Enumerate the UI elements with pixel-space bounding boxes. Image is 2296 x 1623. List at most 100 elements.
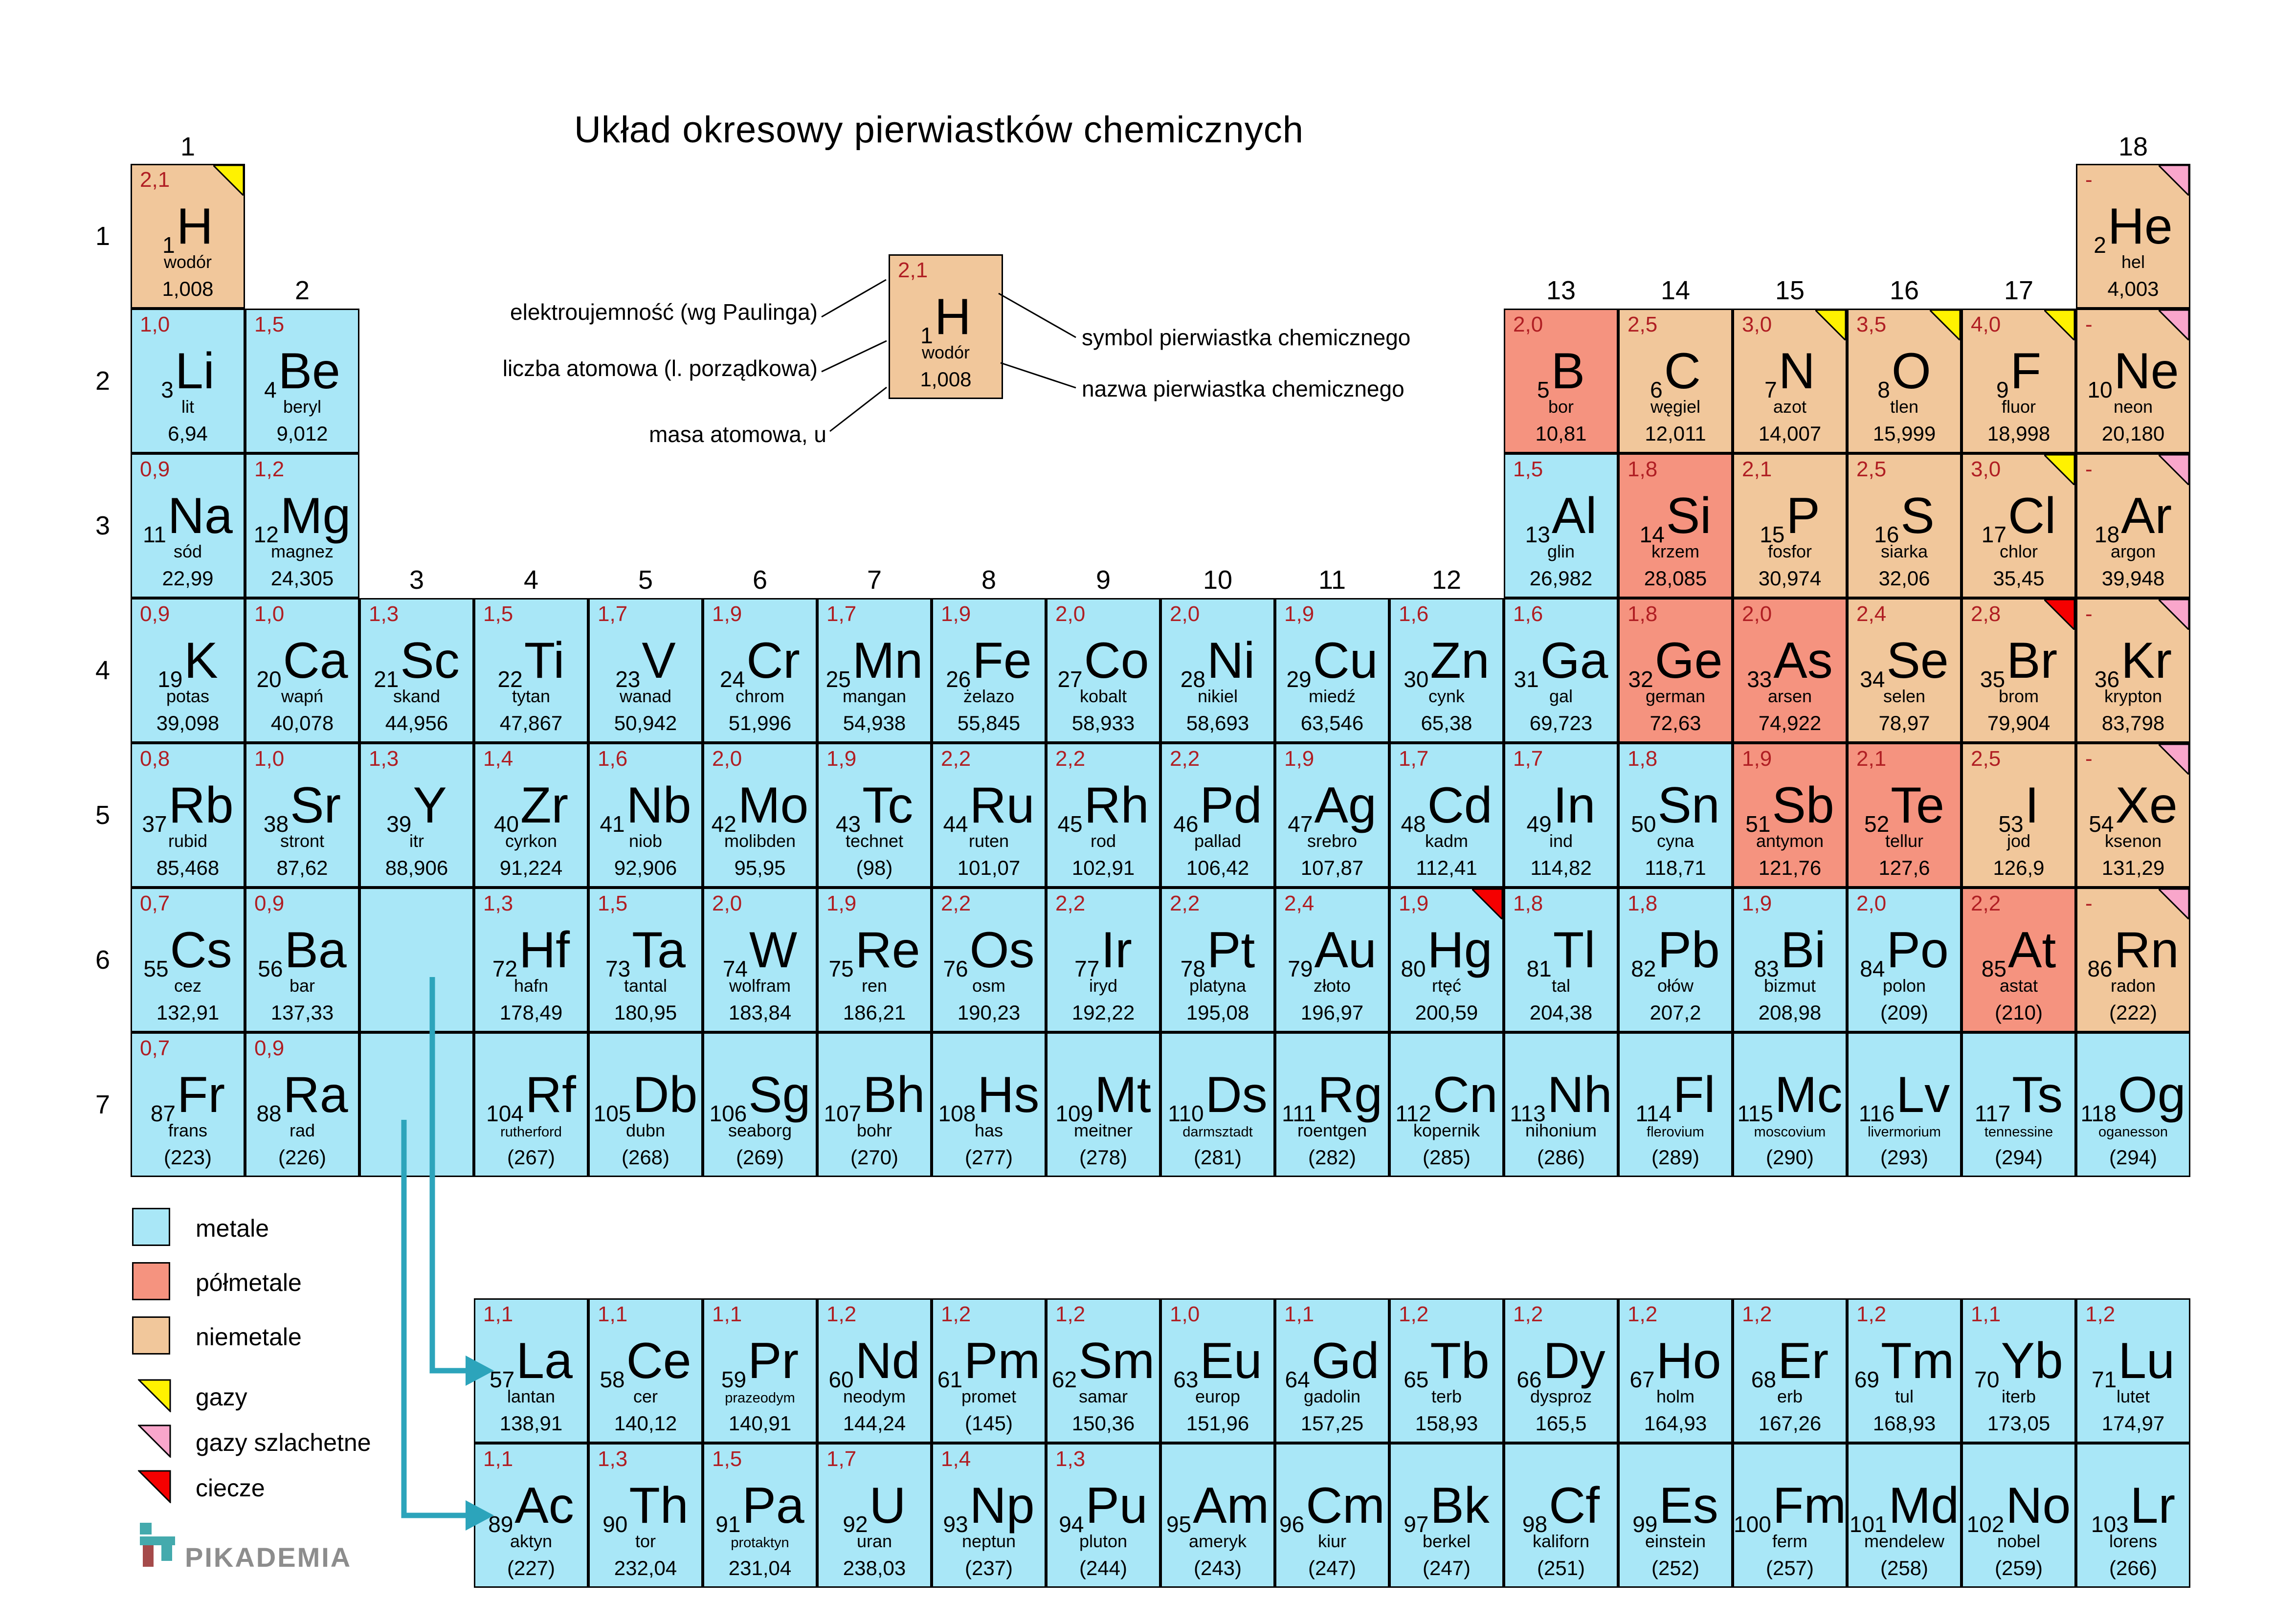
electronegativity: 1,4 [483,747,513,771]
atomic-mass: 114,82 [1530,856,1592,879]
empty-cell [359,1032,474,1177]
electronegativity: 1,3 [1055,1447,1086,1471]
atomic-mass: (289) [1651,1146,1700,1169]
atomic-mass: 55,845 [957,711,1021,734]
atomic-mass: 32,06 [1878,567,1930,590]
atomic-mass: 101,07 [957,856,1021,879]
element-symbol: Ga [1540,632,1608,689]
atomic-mass: 178,49 [499,1001,563,1024]
electronegativity: - [2085,312,2093,336]
symbol-row: 102 No [1963,1457,2074,1535]
element-symbol: Os [969,922,1035,979]
legend-swatch-metal [132,1208,170,1246]
element-symbol: Ag [1314,777,1377,834]
atomic-mass: (266) [2109,1556,2158,1579]
electronegativity: 1,9 [712,602,742,626]
noble-gas-triangle-icon [2159,165,2189,196]
element-name: neon [2113,397,2153,417]
electronegativity: 3,0 [1742,312,1772,336]
atomic-number: 30 [1404,667,1429,692]
atomic-number: 34 [1860,667,1885,692]
atomic-mass: 78,97 [1878,711,1930,734]
atomic-number: 90 [602,1512,628,1537]
annotation-name-label: nazwa pierwiastka chemicznego [1082,376,1404,401]
element-name: azot [1773,397,1807,417]
electronegativity: 1,2 [941,1302,971,1326]
element-name: lutet [2116,1386,2150,1406]
element-name: platyna [1189,976,1247,996]
element-name: bor [1548,397,1574,417]
atomic-number: 76 [943,956,968,981]
element-cell-Br: 2,8 35 Br brom 79,904 [1962,598,2076,743]
electronegativity: 2,1 [898,258,928,282]
element-symbol: Se [1886,632,1949,689]
element-name: einstein [1645,1531,1706,1551]
element-name: livermorium [1868,1124,1941,1140]
symbol-row: 114 Fl [1620,1046,1731,1125]
symbol-row: 42 Mo [704,757,816,835]
element-symbol: Nh [1547,1067,1612,1124]
electronegativity: 1,8 [1627,891,1658,915]
element-cell-Ru: 2,2 44 Ru ruten 101,07 [932,743,1046,888]
atomic-number: 91 [715,1512,741,1537]
element-cell-Sg: 106 Sg seaborg (269) [703,1032,817,1177]
atomic-number: 53 [1998,811,2024,837]
symbol-row: 90 Th [590,1457,701,1535]
element-symbol: Zn [1430,632,1490,689]
element-symbol: Al [1551,488,1597,545]
symbol-row: 73 Ta [590,902,701,980]
period-label-4: 4 [95,656,111,685]
symbol-row: 55 Cs [132,902,244,980]
atomic-number: 50 [1631,811,1656,837]
symbol-row: 10 Ne [2077,323,2189,401]
atomic-number: 11 [143,522,166,547]
atomic-mass: 238,03 [843,1556,906,1579]
element-symbol: Tl [1553,922,1596,979]
element-symbol: Rb [168,777,234,834]
element-symbol: Pt [1206,922,1255,979]
atomic-number: 25 [825,667,851,692]
symbol-row: 69 Tm [1849,1312,1960,1391]
element-name: tellur [1885,831,1924,851]
element-name: srebro [1307,831,1358,851]
element-name: terb [1431,1386,1462,1406]
element-name: darmsztadt [1182,1124,1253,1140]
symbol-row: 3 Li [132,323,244,401]
electronegativity: 1,9 [1284,747,1315,771]
atomic-number: 100 [1734,1512,1771,1537]
atomic-number: 80 [1401,956,1426,981]
element-symbol: Fm [1772,1477,1846,1534]
symbol-row: 59 Pr [704,1312,816,1391]
element-symbol: Ba [284,922,347,979]
element-cell-Se: 2,4 34 Se selen 78,97 [1847,598,1962,743]
group-label-3: 3 [409,565,424,595]
atomic-mass: (258) [1880,1556,1929,1579]
atomic-number: 99 [1632,1512,1658,1537]
element-name: krypton [2104,686,2162,706]
atomic-number: 17 [1981,522,2006,547]
element-symbol: Cu [1313,632,1378,689]
element-symbol: No [2006,1477,2071,1534]
element-name: jod [2006,831,2031,851]
electronegativity: 2,0 [1055,602,1086,626]
legend-label-gas: gazy [196,1383,247,1411]
symbol-row: 33 As [1734,612,1846,690]
symbol-row: 35 Br [1963,612,2074,690]
element-cell-Fe: 1,9 26 Fe żelazo 55,845 [932,598,1046,743]
atomic-mass: 26,982 [1529,567,1593,590]
symbol-row: 87 Fr [132,1046,244,1125]
element-name: lit [181,397,194,417]
element-symbol: Br [2006,632,2058,689]
element-symbol: P [1786,488,1820,545]
atomic-mass: 39,948 [2101,567,2165,590]
element-symbol: Si [1666,488,1712,545]
atomic-number: 14 [1639,522,1665,547]
element-name: chlor [1999,541,2038,561]
atomic-number: 24 [720,667,745,692]
symbol-row: 22 Ti [475,612,587,690]
element-name: gal [1549,686,1573,706]
atomic-number: 95 [1166,1512,1192,1537]
element-name: has [974,1120,1003,1140]
element-cell-Sr: 1,0 38 Sr stront 87,62 [245,743,359,888]
